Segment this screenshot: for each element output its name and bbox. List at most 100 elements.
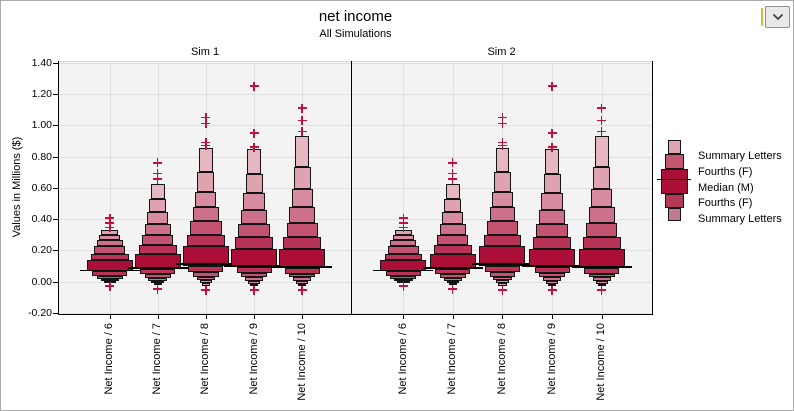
x-tick-label: Net Income / 8 xyxy=(199,323,212,395)
letter-value-box-upper xyxy=(94,246,126,254)
letter-value-box-lower xyxy=(534,267,570,274)
letter-value-box-upper xyxy=(235,236,273,249)
letter-value-box-lower xyxy=(148,278,167,281)
letter-value-box-upper xyxy=(293,167,311,190)
letter-value-box-lower xyxy=(244,277,264,281)
median-line xyxy=(373,269,434,272)
letter-value-box-lower xyxy=(595,280,608,284)
x-tick-label: Net Income / 8 xyxy=(495,323,508,395)
outlier-marker xyxy=(451,174,454,184)
outlier-marker xyxy=(109,218,111,228)
gridline-horizontal xyxy=(58,125,652,127)
x-axis-tick xyxy=(302,314,304,319)
outlier-marker xyxy=(551,81,553,91)
legend-item-summary-letters-upper: Summary Letters xyxy=(698,150,782,162)
median-line xyxy=(175,263,236,265)
letter-value-box-lower xyxy=(394,279,413,282)
letter-value-box-lower xyxy=(199,280,213,284)
legend-item-fourths-upper: Fourths (F) xyxy=(698,166,753,178)
letter-value-box-upper xyxy=(238,223,270,237)
x-tick-label: Net Income / 9 xyxy=(545,323,558,395)
letter-value-box-upper xyxy=(495,148,510,173)
median-line xyxy=(422,267,483,269)
outlier-marker xyxy=(301,116,303,126)
letter-value-box-upper xyxy=(149,198,167,212)
letter-value-box-lower xyxy=(96,276,123,279)
gridline-horizontal xyxy=(58,312,652,314)
letter-value-box-upper xyxy=(390,240,417,247)
median-line xyxy=(472,263,533,265)
outlier-marker xyxy=(205,285,207,295)
y-axis-tick xyxy=(53,312,58,314)
y-axis-tick xyxy=(53,281,58,283)
legend-item-fourths-lower: Fourths (F) xyxy=(698,197,753,209)
y-tick-label: 0.40 xyxy=(31,213,52,225)
letter-value-box-upper xyxy=(543,173,561,194)
panel-header-sim1: Sim 1 xyxy=(190,46,220,58)
outlier-marker xyxy=(600,103,603,113)
outlier-marker xyxy=(501,285,504,295)
letter-value-box-upper xyxy=(190,221,222,235)
y-tick-label: 0.00 xyxy=(31,275,52,288)
letter-value-box-lower xyxy=(542,277,562,281)
x-tick-label: Net Income / 7 xyxy=(446,323,459,395)
outlier-marker xyxy=(156,284,159,294)
letter-value-box-lower xyxy=(196,276,216,281)
outlier-marker xyxy=(205,141,207,151)
x-axis-tick xyxy=(157,314,159,319)
letter-value-box-upper xyxy=(586,222,618,237)
letter-value-box-upper xyxy=(533,236,571,249)
x-axis-tick xyxy=(502,314,504,319)
letter-value-box-lower xyxy=(592,277,611,281)
x-axis-tick xyxy=(205,314,207,319)
outlier-marker xyxy=(551,142,553,152)
letter-value-box-upper xyxy=(198,148,213,173)
outlier-marker xyxy=(501,141,504,151)
chart-subtitle: All Simulations xyxy=(319,28,392,40)
letter-value-box-fourths xyxy=(479,246,526,266)
letter-value-box-lower xyxy=(296,280,309,284)
outlier-marker xyxy=(205,119,207,129)
x-tick-label: Net Income / 6 xyxy=(103,323,116,395)
outlier-marker xyxy=(109,223,111,233)
outlier-marker xyxy=(253,142,255,152)
y-axis-tick xyxy=(53,250,58,252)
gridline-vertical xyxy=(109,62,111,314)
letter-value-box-lower xyxy=(446,280,459,284)
x-axis-tick xyxy=(552,314,554,319)
gridline-horizontal xyxy=(58,250,652,252)
letter-value-box-upper xyxy=(489,207,516,222)
outlier-marker xyxy=(600,285,603,295)
gridline-horizontal xyxy=(58,156,652,158)
letter-value-box-lower xyxy=(498,283,507,286)
options-dropdown-button[interactable] xyxy=(765,6,790,28)
letter-value-box-lower xyxy=(588,273,615,278)
letter-value-box-lower xyxy=(236,267,272,274)
letter-value-box-fourths xyxy=(182,246,229,266)
x-axis-tick xyxy=(403,314,405,319)
outlier-marker xyxy=(402,281,405,291)
letter-value-box-lower xyxy=(201,283,210,286)
outlier-marker xyxy=(451,158,454,168)
letter-value-box-upper xyxy=(291,189,313,208)
y-tick-label: -0.20 xyxy=(28,306,52,319)
outlier-marker xyxy=(253,128,255,138)
legend-glyph-box xyxy=(660,169,688,194)
panel-header-sim2: Sim 2 xyxy=(487,46,516,58)
letter-value-box-upper xyxy=(245,173,263,194)
x-axis-line xyxy=(58,314,653,316)
outlier-marker xyxy=(156,158,159,168)
panel-right-border xyxy=(652,61,654,314)
legend-glyph-box xyxy=(664,154,684,169)
letter-value-box-lower xyxy=(435,269,471,275)
letter-value-box-lower xyxy=(496,280,509,284)
letter-value-box-upper xyxy=(433,244,472,255)
outlier-marker xyxy=(205,112,207,122)
y-axis-tick xyxy=(53,94,58,95)
letter-value-box-upper xyxy=(536,223,568,237)
letter-value-box-upper xyxy=(241,209,267,224)
letter-value-box-lower xyxy=(151,280,164,284)
x-axis-tick xyxy=(109,314,111,319)
gridline-horizontal xyxy=(58,187,652,189)
legend-item-summary-letters-lower: Summary Letters xyxy=(698,213,782,225)
